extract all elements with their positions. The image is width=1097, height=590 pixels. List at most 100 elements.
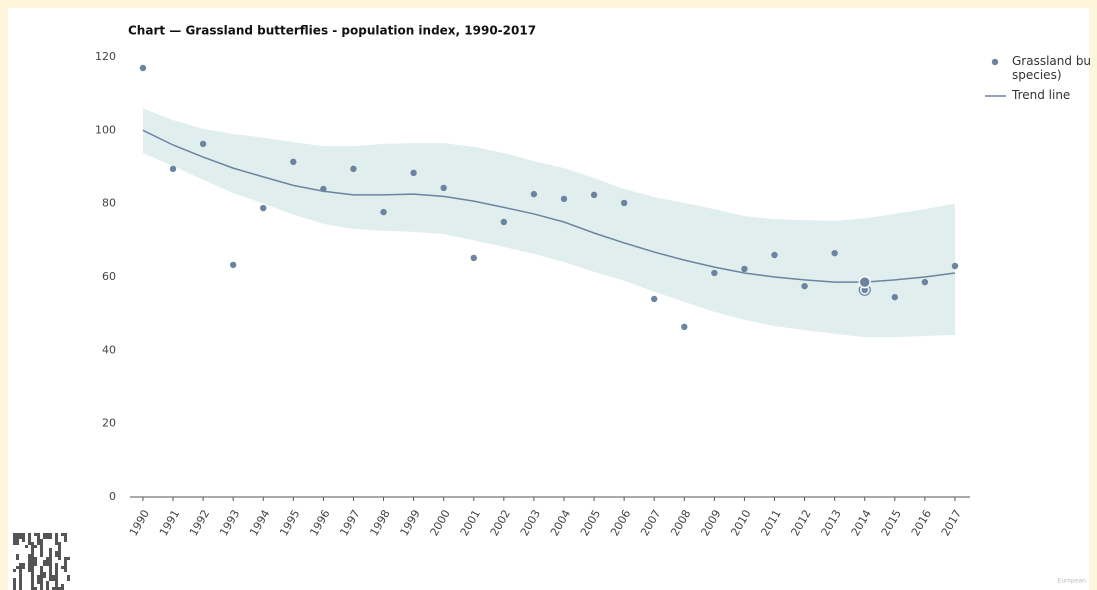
data-point — [651, 295, 658, 303]
qr-cell — [46, 557, 49, 560]
qr-cell — [55, 539, 58, 542]
qr-cell — [19, 536, 22, 539]
qr-code — [13, 533, 70, 590]
data-point — [199, 140, 207, 148]
qr-cell — [55, 551, 58, 554]
qr-cell — [58, 554, 61, 557]
qr-cell — [19, 533, 22, 536]
data-point — [831, 249, 838, 257]
qr-cell — [13, 584, 16, 587]
qr-cell — [58, 557, 61, 560]
trend-line — [142, 129, 956, 283]
qr-cell — [46, 536, 49, 539]
qr-cell — [49, 578, 52, 581]
data-point — [891, 293, 899, 301]
qr-cell — [40, 575, 43, 578]
legend-entry: Trend line — [1012, 88, 1071, 102]
qr-cell — [64, 536, 67, 539]
qr-cell — [49, 563, 52, 566]
qr-cell — [43, 572, 46, 575]
data-point — [440, 184, 447, 192]
qr-cell — [31, 575, 34, 578]
qr-cell — [13, 578, 16, 581]
qr-cell — [40, 542, 43, 545]
y-tick-label: 40 — [102, 343, 116, 356]
qr-cell — [40, 572, 43, 575]
qr-cell — [34, 560, 37, 563]
qr-cell — [31, 548, 34, 551]
qr-cell — [28, 557, 31, 560]
qr-cell — [19, 575, 22, 578]
qr-cell — [19, 584, 22, 587]
qr-cell — [31, 569, 34, 572]
qr-cell — [43, 575, 46, 578]
qr-cell — [37, 542, 40, 545]
qr-cell — [40, 539, 43, 542]
qr-cell — [40, 581, 43, 584]
qr-cell — [34, 557, 37, 560]
qr-cell — [28, 542, 31, 545]
data-point — [350, 165, 357, 173]
qr-cell — [13, 542, 16, 545]
qr-cell — [16, 539, 19, 542]
qr-cell — [55, 563, 58, 566]
qr-cell — [55, 533, 58, 536]
data-point — [620, 199, 628, 207]
qr-cell — [49, 557, 52, 560]
legend-marker — [991, 58, 999, 66]
data-point — [921, 278, 929, 286]
legend-entry: Grassland bu species) — [1012, 54, 1092, 82]
qr-cell — [22, 563, 25, 566]
qr-cell — [55, 542, 58, 545]
qr-cell — [28, 560, 31, 563]
qr-cell — [31, 554, 34, 557]
qr-cell — [19, 566, 22, 569]
confidence-band — [142, 108, 955, 338]
qr-cell — [55, 554, 58, 557]
qr-cell — [64, 566, 67, 569]
qr-cell — [55, 566, 58, 569]
data-point — [410, 169, 417, 177]
qr-cell — [55, 578, 58, 581]
qr-cell — [43, 533, 46, 536]
qr-cell — [28, 566, 31, 569]
data-point — [470, 254, 477, 262]
qr-cell — [49, 560, 52, 563]
qr-cell — [61, 584, 64, 587]
qr-cell — [58, 548, 61, 551]
qr-cell — [64, 533, 67, 536]
qr-cell — [49, 533, 52, 536]
data-point — [771, 251, 778, 259]
data-point — [741, 265, 748, 273]
qr-cell — [40, 569, 43, 572]
qr-cell — [61, 533, 64, 536]
data-point — [169, 165, 177, 173]
qr-cell — [61, 587, 64, 590]
qr-cell — [13, 569, 16, 572]
data-point — [229, 261, 237, 269]
qr-cell — [31, 566, 34, 569]
qr-cell — [37, 539, 40, 542]
qr-cell — [46, 584, 49, 587]
qr-cell — [22, 566, 25, 569]
qr-cell — [34, 587, 37, 590]
qr-cell — [49, 536, 52, 539]
qr-cell — [40, 545, 43, 548]
qr-cell — [22, 539, 25, 542]
qr-cell — [40, 551, 43, 554]
qr-cell — [49, 551, 52, 554]
qr-cell — [13, 581, 16, 584]
qr-cell — [13, 536, 16, 539]
data-point — [530, 190, 538, 198]
qr-cell — [67, 575, 70, 578]
qr-cell — [64, 560, 67, 563]
qr-cell — [31, 584, 34, 587]
qr-cell — [61, 566, 64, 569]
qr-cell — [52, 575, 55, 578]
qr-cell — [16, 557, 19, 560]
qr-cell — [16, 536, 19, 539]
qr-cell — [55, 584, 58, 587]
y-tick-label: 60 — [102, 270, 116, 283]
qr-cell — [19, 572, 22, 575]
